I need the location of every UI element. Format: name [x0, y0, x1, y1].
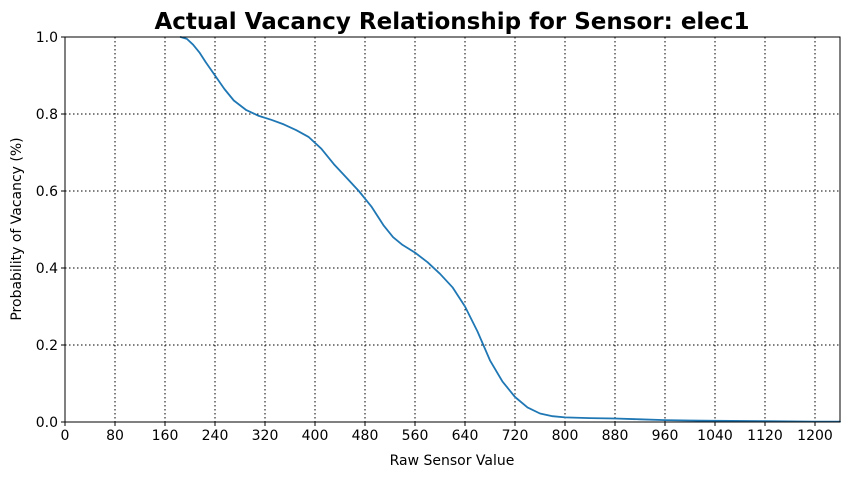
series-line — [179, 36, 841, 423]
x-tick-label: 240 — [202, 428, 229, 444]
y-axis-label: Probability of Vacancy (%) — [9, 137, 25, 320]
y-tick-label: 0.2 — [36, 338, 58, 354]
x-tick-label: 400 — [302, 428, 329, 444]
x-axis: 0 80 160 240 320 400 480 560 640 720 800 880 960 1040… — [61, 422, 833, 444]
x-tick-label: 480 — [352, 428, 379, 444]
y-tick-label: 0.0 — [36, 415, 58, 431]
grid — [64, 36, 840, 423]
y-tick-label: 0.6 — [36, 184, 58, 200]
x-tick-label: 80 — [106, 428, 124, 444]
y-tick-label: 1.0 — [36, 30, 58, 46]
x-tick-label: 320 — [252, 428, 279, 444]
y-tick-label: 0.4 — [36, 261, 58, 277]
x-tick-label: 960 — [652, 428, 679, 444]
x-tick-label: 880 — [602, 428, 629, 444]
x-tick-label: 1120 — [747, 428, 783, 444]
x-tick-label: 800 — [552, 428, 579, 444]
plot-frame — [64, 36, 841, 423]
series-group — [179, 36, 841, 423]
x-tick-label: 160 — [152, 428, 179, 444]
chart-title: Actual Vacancy Relationship for Sensor: … — [154, 9, 749, 35]
y-tick-label: 0.8 — [36, 107, 58, 123]
y-axis: 0.0 0.2 0.4 0.6 0.8 1.0 — [36, 30, 65, 431]
x-tick-label: 1200 — [797, 428, 833, 444]
x-tick-label: 640 — [452, 428, 479, 444]
x-tick-label: 560 — [402, 428, 429, 444]
x-axis-label: Raw Sensor Value — [390, 453, 515, 469]
x-tick-label: 1040 — [697, 428, 733, 444]
x-tick-label: 0 — [61, 428, 70, 444]
x-tick-label: 720 — [502, 428, 529, 444]
